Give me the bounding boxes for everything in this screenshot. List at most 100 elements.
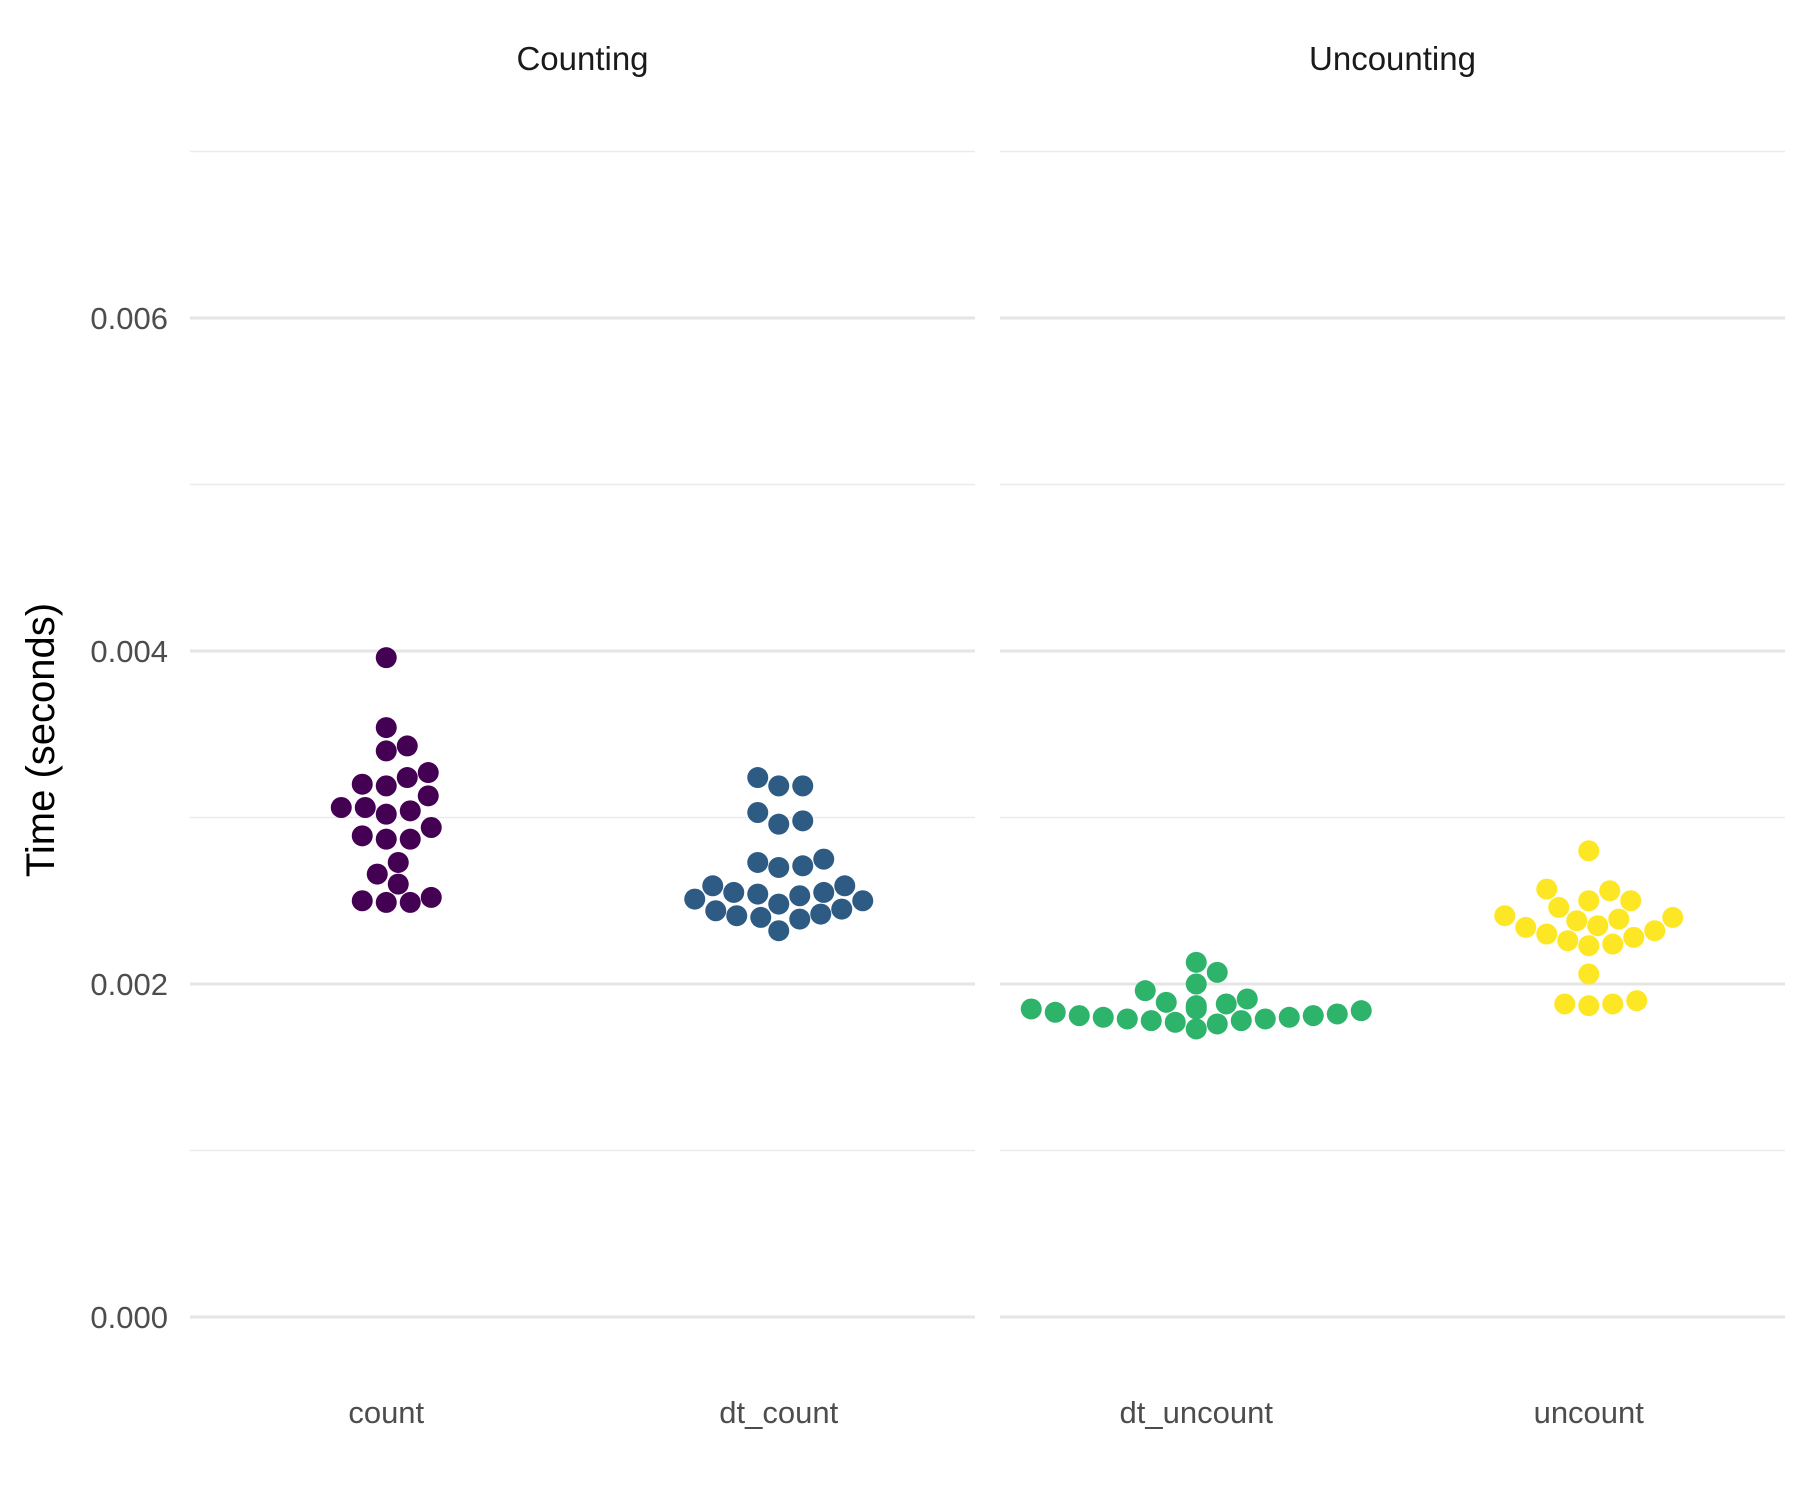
data-point <box>1350 1000 1372 1022</box>
data-point <box>792 775 814 797</box>
data-point <box>1254 1008 1276 1030</box>
data-point <box>417 785 439 807</box>
data-point <box>1602 933 1624 955</box>
data-point <box>417 762 439 784</box>
data-point <box>1140 1010 1162 1032</box>
data-point <box>375 717 397 739</box>
data-point <box>702 875 724 897</box>
data-point <box>1662 906 1684 928</box>
data-point <box>1206 1013 1228 1035</box>
data-point <box>810 903 832 925</box>
data-point <box>789 885 811 907</box>
data-point <box>399 800 421 822</box>
data-point <box>1578 995 1600 1017</box>
x-tick-label: dt_count <box>719 1395 838 1430</box>
data-point <box>399 891 421 913</box>
data-point <box>1578 935 1600 957</box>
x-tick-label: uncount <box>1534 1395 1645 1430</box>
data-point <box>723 881 745 903</box>
y-tick-label: 0.006 <box>90 301 168 336</box>
data-point <box>1578 840 1600 862</box>
data-point <box>375 803 397 825</box>
data-point <box>375 891 397 913</box>
data-point <box>747 883 769 905</box>
data-points <box>330 647 1684 1040</box>
data-point <box>1206 961 1228 983</box>
data-point <box>1092 1006 1114 1028</box>
panel-title: Uncounting <box>1309 40 1476 77</box>
data-point <box>792 810 814 832</box>
y-tick-label: 0.000 <box>90 1300 168 1335</box>
data-point <box>420 816 442 838</box>
data-point <box>1602 993 1624 1015</box>
data-point <box>1536 878 1558 900</box>
data-point <box>1185 973 1207 995</box>
data-point <box>1599 880 1621 902</box>
data-point <box>1164 1011 1186 1033</box>
data-point <box>1302 1005 1324 1027</box>
data-point <box>852 890 874 912</box>
gridlines <box>190 150 1785 1319</box>
data-point <box>1626 990 1648 1012</box>
data-point <box>1278 1006 1300 1028</box>
data-point <box>813 848 835 870</box>
data-point <box>768 775 790 797</box>
data-point <box>1230 1010 1252 1032</box>
data-point <box>375 647 397 669</box>
data-point <box>1185 995 1207 1017</box>
data-point <box>1134 980 1156 1002</box>
data-point <box>387 873 409 895</box>
data-point <box>354 797 376 819</box>
y-tick-label: 0.002 <box>90 967 168 1002</box>
data-point <box>1608 908 1630 930</box>
data-point <box>813 881 835 903</box>
data-point <box>351 825 373 847</box>
data-point <box>1578 890 1600 912</box>
data-point <box>792 855 814 877</box>
data-point <box>768 920 790 942</box>
data-point <box>705 900 727 922</box>
data-point <box>1326 1003 1348 1025</box>
data-point <box>351 773 373 795</box>
data-point <box>1566 910 1588 932</box>
data-point <box>747 767 769 789</box>
data-point <box>1620 890 1642 912</box>
y-tick-label: 0.004 <box>90 634 168 669</box>
data-point <box>396 735 418 757</box>
data-point <box>375 775 397 797</box>
data-point <box>834 875 856 897</box>
data-point <box>726 905 748 927</box>
data-point <box>351 890 373 912</box>
data-point <box>1557 930 1579 952</box>
data-point <box>1044 1001 1066 1023</box>
data-point <box>420 886 442 908</box>
data-point <box>366 863 388 885</box>
data-point <box>1548 896 1570 918</box>
data-point <box>1185 951 1207 973</box>
data-point <box>1623 926 1645 948</box>
data-point <box>831 898 853 920</box>
x-tick-label: dt_uncount <box>1120 1395 1274 1430</box>
data-point <box>1554 993 1576 1015</box>
data-point <box>1515 916 1537 938</box>
data-point <box>1587 915 1609 937</box>
data-point <box>375 828 397 850</box>
x-tick-label: count <box>348 1395 424 1430</box>
data-point <box>1215 993 1237 1015</box>
data-point <box>1020 998 1042 1020</box>
data-point <box>768 893 790 915</box>
data-point <box>1578 963 1600 985</box>
data-point <box>1536 923 1558 945</box>
data-point <box>768 813 790 835</box>
data-point <box>396 767 418 789</box>
data-point <box>1155 991 1177 1013</box>
data-point <box>768 856 790 878</box>
data-point <box>750 906 772 928</box>
data-point <box>747 802 769 824</box>
data-point <box>387 851 409 873</box>
data-point <box>1185 1018 1207 1040</box>
data-point <box>399 828 421 850</box>
panel-title: Counting <box>516 40 648 77</box>
labels: 0.000 0.002 0.004 0.006 Counting count dt_coun… <box>90 40 1644 1430</box>
